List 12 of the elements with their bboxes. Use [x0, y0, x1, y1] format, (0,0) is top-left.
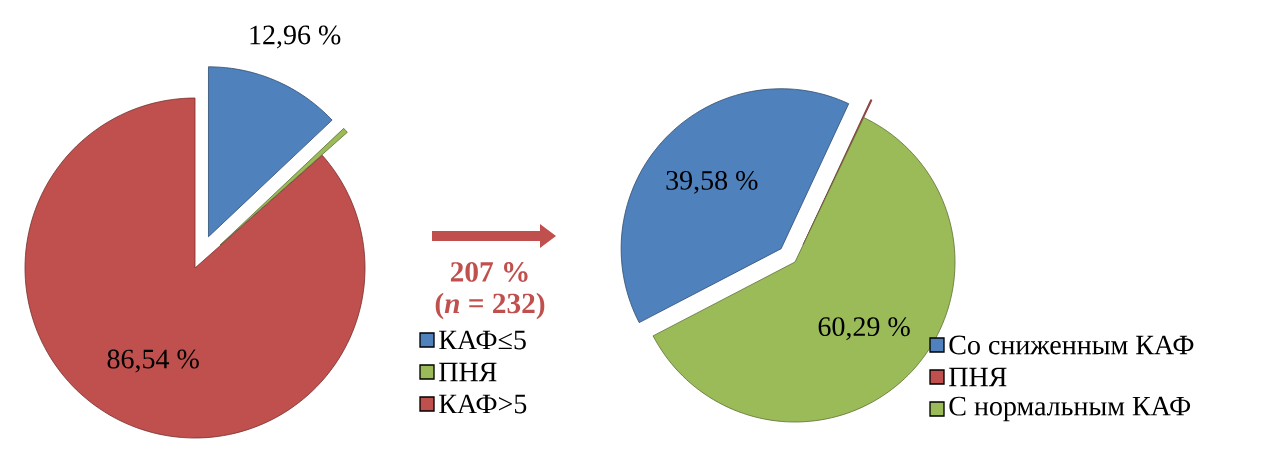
legend-label: Со сниженным КАФ	[949, 335, 1194, 355]
text: (n = 232)	[435, 292, 545, 320]
text: 207 %	[450, 262, 528, 282]
data-label: 86,54 %	[107, 349, 199, 373]
legend-label: ПНЯ	[439, 362, 497, 382]
data-label: 60,29 %	[818, 317, 910, 341]
legend-label: ПНЯ	[949, 367, 1007, 387]
legend-label: С нормальным КАФ	[949, 396, 1191, 422]
data-label: 39,58 %	[666, 170, 758, 194]
legend-label: КАФ≤5	[439, 330, 526, 350]
data-label: 12,96 %	[250, 25, 341, 49]
legend-label: КАФ>5	[439, 394, 527, 414]
